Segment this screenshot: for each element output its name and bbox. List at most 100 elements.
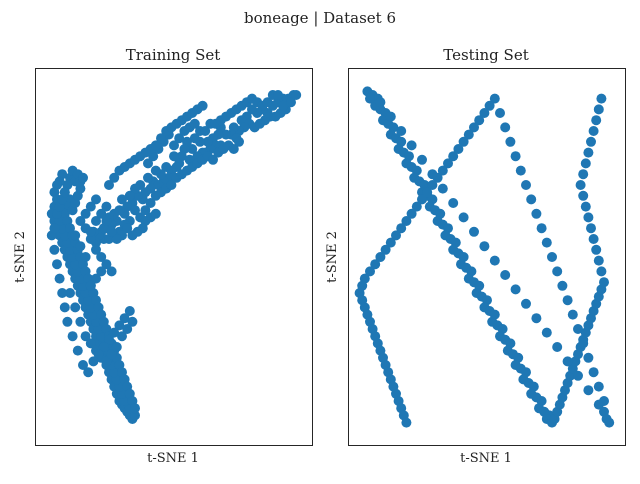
scatter-point [562, 356, 573, 367]
scatter-point [583, 352, 594, 363]
scatter-point [385, 111, 396, 122]
scatter-point [588, 367, 599, 378]
scatter-point [111, 342, 122, 352]
scatter-point [500, 270, 511, 280]
scatter-point [479, 241, 490, 252]
scatter-point [106, 266, 117, 277]
scatter-point [599, 396, 609, 406]
scatter-point [552, 342, 563, 352]
scatter-point [593, 255, 604, 266]
testing-ylabel: t-SNE 2 [325, 231, 340, 283]
scatter-point [401, 417, 412, 428]
scatter-point [70, 230, 81, 241]
scatter-point [427, 180, 438, 190]
scatter-point [67, 331, 78, 342]
scatter-point [432, 172, 443, 183]
scatter-point [124, 306, 135, 316]
scatter-point [531, 208, 542, 219]
scatter-point [104, 180, 114, 190]
scatter-point [83, 367, 94, 378]
scatter-point [604, 417, 615, 428]
scatter-point [370, 259, 381, 270]
scatter-point [85, 234, 96, 244]
scatter-point [119, 313, 130, 324]
scatter-point [515, 165, 526, 176]
scatter-point [106, 349, 117, 360]
scatter-point [375, 97, 386, 108]
scatter-point [583, 147, 594, 158]
scatter-point [101, 356, 112, 367]
scatter-point [273, 90, 283, 100]
scatter-point [189, 118, 200, 129]
scatter-point [70, 302, 81, 313]
testing-plot-frame [348, 68, 626, 446]
scatter-point [150, 165, 161, 176]
scatter-point [202, 136, 213, 147]
scatter-point [72, 345, 83, 356]
scatter-point [510, 151, 521, 162]
scatter-point [91, 273, 101, 284]
scatter-point [596, 266, 607, 277]
scatter-point [586, 136, 596, 147]
scatter-point [521, 180, 531, 190]
scatter-point [114, 320, 125, 331]
scatter-point [437, 165, 448, 176]
scatter-point [583, 385, 594, 396]
scatter-point [187, 144, 198, 154]
scatter-point [124, 190, 135, 201]
scatter-point [458, 212, 469, 223]
training-ylabel: t-SNE 2 [13, 231, 28, 283]
figure-title: boneage | Dataset 6 [244, 9, 396, 27]
scatter-point [247, 104, 257, 115]
scatter-point [109, 327, 120, 338]
scatter-point [443, 158, 453, 169]
scatter-point [437, 183, 448, 194]
scatter-point [111, 234, 122, 244]
scatter-point [91, 194, 101, 205]
scatter-point [510, 284, 521, 295]
scatter-point [96, 252, 107, 262]
scatter-point [59, 302, 70, 313]
scatter-point [417, 194, 427, 205]
scatter-point [80, 331, 91, 342]
scatter-point [169, 151, 179, 162]
scatter-point [234, 136, 244, 147]
testing-points [354, 86, 615, 428]
scatter-point [228, 144, 239, 154]
scatter-point [417, 154, 427, 165]
scatter-point [166, 180, 177, 190]
scatter-point [101, 201, 112, 212]
scatter-point [479, 108, 490, 118]
scatter-point [197, 100, 208, 111]
training-panel: Training Set t-SNE 1 t-SNE 2 [13, 46, 313, 466]
scatter-point [406, 140, 417, 151]
training-points [46, 90, 302, 424]
scatter-point [59, 187, 70, 198]
scatter-point [489, 93, 500, 104]
scatter-point [573, 324, 583, 334]
training-plot-frame [35, 68, 313, 446]
scatter-point [484, 100, 495, 111]
scatter-point [130, 403, 140, 414]
scatter-point [583, 212, 594, 223]
scatter-point [593, 104, 604, 115]
scatter-point [557, 280, 568, 291]
scatter-point [588, 126, 599, 136]
scatter-point [174, 133, 185, 144]
scatter-point [143, 172, 153, 183]
scatter-point [91, 244, 101, 255]
scatter-point [422, 187, 433, 198]
scatter-point [469, 226, 479, 237]
scatter-point [140, 205, 151, 216]
scatter-point [586, 223, 596, 234]
scatter-point [208, 154, 218, 165]
scatter-point [396, 126, 407, 136]
scatter-point [117, 331, 127, 342]
scatter-point [521, 298, 531, 309]
scatter-point [49, 223, 60, 234]
scatter-point [469, 122, 479, 133]
scatter-point [453, 144, 464, 154]
scatter-point [578, 190, 589, 201]
scatter-point [254, 118, 265, 129]
scatter-point [49, 244, 60, 255]
